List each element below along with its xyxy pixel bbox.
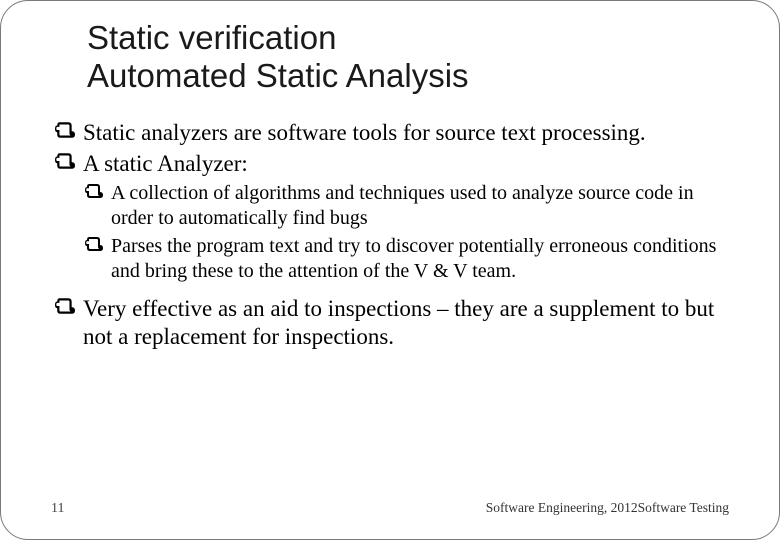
page-number: 11 (51, 501, 64, 517)
slide-title: Static verification Automated Static Ana… (87, 19, 739, 95)
footer-text: Software Engineering, 2012Software Testi… (486, 500, 729, 516)
scroll-bullet-icon (55, 298, 75, 314)
scroll-bullet-icon (85, 184, 103, 198)
bullet-text: Static analyzers are software tools for … (83, 120, 646, 145)
slide-body: Static analyzers are software tools for … (55, 119, 739, 351)
sub-bullet-item: A collection of algorithms and technique… (85, 181, 739, 231)
scroll-bullet-icon (55, 153, 75, 169)
scroll-bullet-icon (85, 237, 103, 251)
spacer (55, 287, 739, 295)
slide-footer: 11 Software Engineering, 2012Software Te… (51, 500, 729, 517)
bullet-text: A static Analyzer: (83, 151, 248, 176)
bullet-item: Very effective as an aid to inspections … (55, 295, 739, 351)
bullet-item: A static Analyzer: (55, 150, 739, 178)
bullet-text: Parses the program text and try to disco… (111, 235, 716, 282)
bullet-text: A collection of algorithms and technique… (111, 182, 694, 229)
bullet-item: Static analyzers are software tools for … (55, 119, 739, 147)
scroll-bullet-icon (55, 122, 75, 138)
title-line-1: Static verification (87, 19, 336, 56)
slide-frame: Static verification Automated Static Ana… (0, 0, 780, 540)
title-line-2: Automated Static Analysis (87, 57, 469, 94)
bullet-text: Very effective as an aid to inspections … (83, 296, 714, 349)
sub-bullet-item: Parses the program text and try to disco… (85, 234, 739, 284)
